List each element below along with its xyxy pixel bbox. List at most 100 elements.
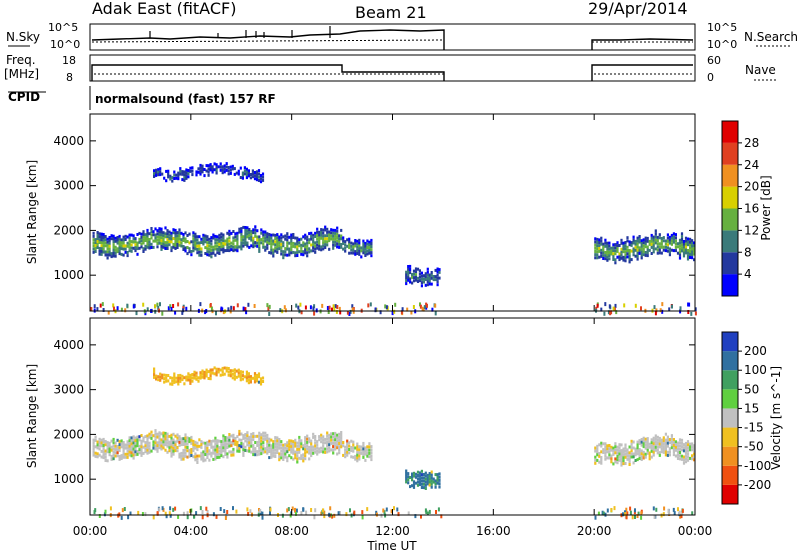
echo-cell — [123, 507, 126, 511]
echo-cell — [180, 443, 183, 447]
echo-cell — [362, 239, 365, 243]
echo-cell — [116, 247, 119, 251]
echo-cell — [155, 171, 158, 175]
echo-cell — [292, 457, 295, 461]
echo-cell — [316, 227, 319, 231]
echo-cell — [352, 248, 355, 252]
echo-cell — [348, 312, 351, 316]
echo-cell — [120, 307, 123, 312]
echo-cell — [606, 450, 609, 454]
echo-cell — [606, 244, 609, 248]
echo-cell — [686, 449, 690, 453]
echo-cell — [208, 247, 211, 251]
echo-cell — [98, 447, 101, 451]
echo-cell — [112, 454, 115, 457]
echo-cell — [362, 248, 365, 252]
echo-cell — [351, 304, 354, 309]
echo-cell — [222, 440, 225, 444]
echo-cell — [296, 457, 299, 461]
velocity-colorbar-label: Velocity [m s^-1] — [769, 366, 783, 470]
echo-cell — [352, 307, 355, 311]
echo-cell — [202, 459, 205, 463]
echo-cell — [247, 302, 250, 307]
echo-cell — [110, 454, 113, 458]
echo-cell — [670, 236, 673, 240]
echo-cell — [234, 238, 237, 242]
echo-cell — [188, 451, 191, 455]
echo-cell — [268, 443, 271, 447]
echo-cell — [102, 440, 105, 444]
echo-cell — [262, 441, 265, 445]
echo-cell — [222, 443, 225, 447]
echo-cell — [352, 446, 355, 450]
echo-cell — [154, 432, 157, 436]
echo-cell — [636, 248, 639, 252]
echo-cell — [332, 432, 335, 436]
echo-cell — [606, 447, 609, 451]
echo-cell — [212, 248, 215, 252]
echo-cell — [670, 434, 673, 438]
echo-cell — [172, 507, 175, 512]
echo-cell — [214, 238, 217, 242]
echo-cell — [116, 454, 119, 458]
echo-cell — [210, 252, 213, 256]
echo-cell — [144, 244, 147, 248]
echo-cell — [296, 454, 299, 458]
echo-cell — [304, 436, 307, 440]
echo-cell — [282, 253, 285, 257]
echo-cell — [196, 241, 199, 245]
echo-cell — [222, 233, 225, 237]
echo-cell — [411, 275, 414, 279]
echo-cell — [628, 257, 631, 261]
echo-cell — [94, 247, 97, 250]
echo-cell — [108, 244, 111, 248]
echo-cell — [422, 277, 425, 281]
echo-cell — [134, 243, 137, 247]
echo-cell — [241, 176, 244, 180]
echo-cell — [208, 244, 211, 248]
echo-cell — [407, 267, 410, 271]
echo-cell — [242, 445, 245, 449]
echo-cell — [648, 445, 651, 449]
colorbar-segment — [722, 142, 738, 165]
echo-cell — [284, 250, 287, 254]
echo-cell — [106, 250, 109, 254]
echo-cell — [368, 442, 371, 446]
echo-cell — [253, 372, 257, 376]
echo-cell — [368, 445, 371, 449]
echo-cell — [340, 228, 343, 232]
echo-cell — [114, 239, 117, 243]
echo-cell — [350, 439, 353, 443]
echo-cell — [246, 232, 249, 236]
echo-cell — [148, 232, 151, 236]
echo-cell — [430, 470, 433, 474]
echo-cell — [122, 238, 125, 242]
echo-cell — [326, 444, 329, 448]
echo-cell — [228, 242, 231, 246]
echo-cell — [321, 303, 324, 308]
echo-cell — [204, 450, 207, 454]
echo-cell — [226, 237, 229, 241]
echo-cell — [328, 236, 331, 240]
echo-cell — [222, 434, 225, 438]
echo-cell — [276, 250, 279, 254]
echo-cell — [428, 483, 431, 487]
echo-cell — [610, 508, 613, 512]
echo-cell — [662, 448, 665, 451]
echo-cell — [212, 451, 215, 455]
echo-cell — [178, 237, 181, 241]
echo-cell — [205, 164, 208, 168]
echo-cell — [416, 267, 420, 271]
echo-cell — [110, 252, 113, 256]
echo-cell — [632, 235, 635, 239]
echo-cell — [154, 309, 157, 314]
echo-cell — [288, 439, 291, 443]
echo-cell — [356, 252, 359, 255]
echo-cell — [358, 451, 361, 455]
echo-cell — [259, 180, 263, 184]
echo-cell — [174, 434, 177, 438]
echo-cell — [327, 310, 330, 314]
echo-cell — [192, 237, 195, 241]
echo-cell — [113, 306, 115, 311]
echo-cell — [308, 238, 311, 242]
